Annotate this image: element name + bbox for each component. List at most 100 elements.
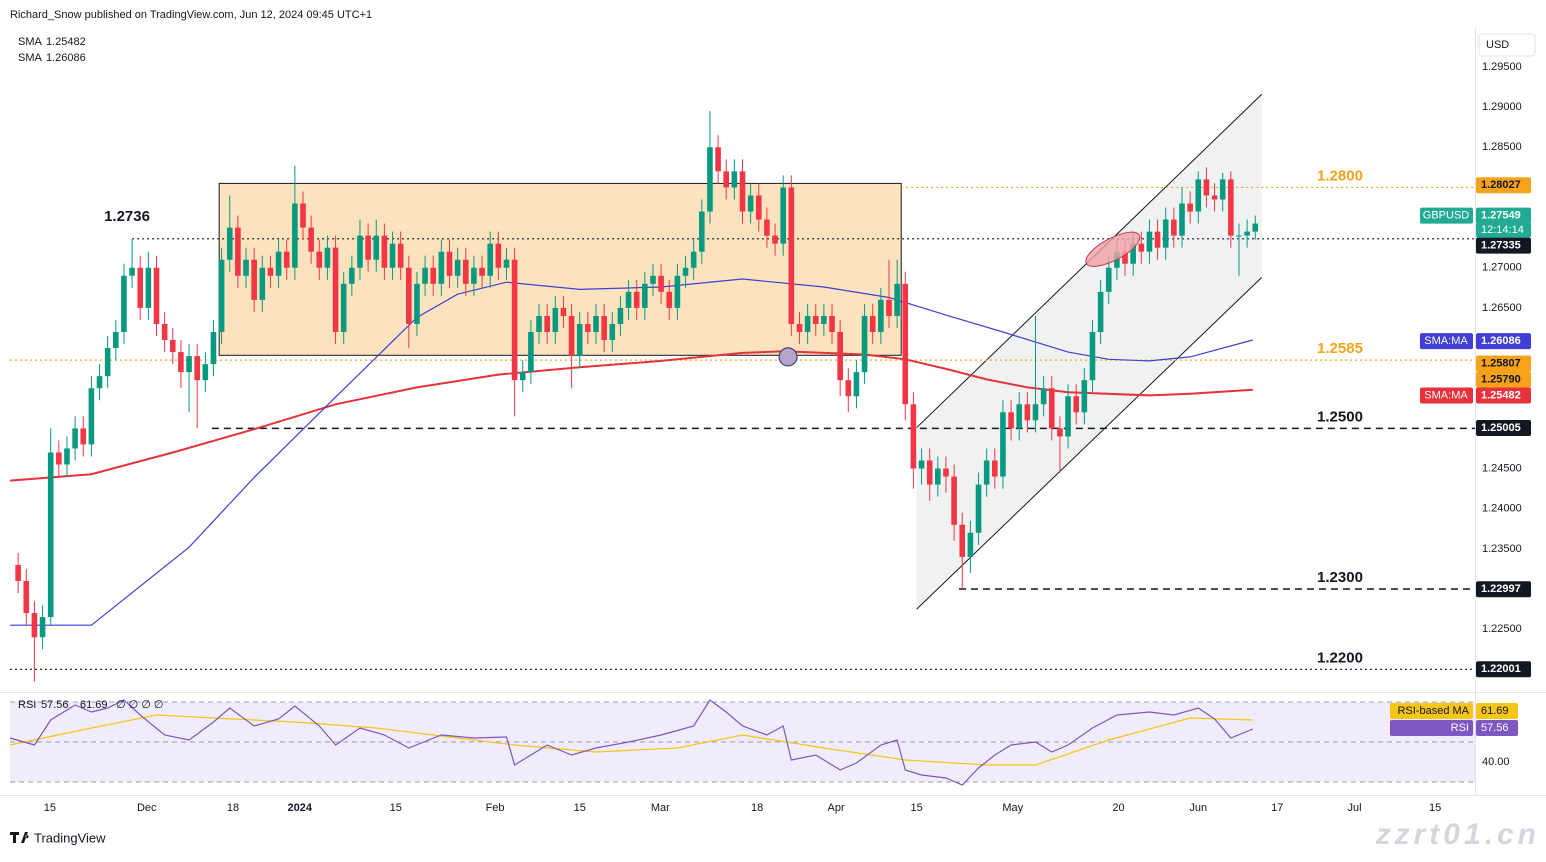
brand: TradingView (10, 830, 106, 845)
brand-logo (10, 832, 29, 843)
price-badge (1476, 333, 1531, 350)
candle-body (373, 235, 380, 260)
price-badge-text: 1.25807 (1481, 357, 1521, 369)
legend-name: SMA (18, 36, 43, 48)
candle-body (544, 315, 550, 332)
candle-body (218, 259, 225, 332)
candle-body (821, 315, 827, 324)
candle-body (332, 247, 339, 332)
rsi-badge (1476, 703, 1518, 719)
y-tick-label: 1.26500 (1482, 302, 1522, 314)
candle-body (1244, 231, 1250, 236)
candle-body (129, 267, 135, 276)
currency: USD (1486, 39, 1509, 51)
candle-body (1097, 291, 1104, 332)
candle-body (1122, 251, 1128, 264)
candle-body (243, 259, 249, 276)
candle-body (625, 291, 632, 308)
candle-body (609, 323, 616, 341)
rsi-line (9, 699, 1254, 786)
candle-body (1048, 388, 1055, 429)
y-tick-label: 1.29500 (1482, 61, 1522, 73)
candle-body (699, 211, 705, 252)
candle-body (31, 613, 38, 638)
candle-body (650, 275, 656, 284)
x-tick-label: Feb (486, 802, 505, 814)
candle-body (707, 147, 713, 212)
y-tick-label: 1.24500 (1482, 462, 1522, 474)
channel-lower (916, 277, 1263, 610)
candle-body (894, 283, 900, 316)
candle-body (113, 331, 119, 349)
candle-body (918, 460, 925, 469)
candle-body (739, 171, 746, 212)
candle-body (642, 283, 648, 308)
candle-body (682, 267, 689, 276)
axis-layer: USD 15 Dec 18 2024 15 Feb 15 Mar 18 Apr 15 May 20 Jun… (0, 28, 1546, 814)
price-badge-title (1420, 333, 1473, 350)
candle-body (487, 243, 493, 276)
publisher: Richard_Snow published on TradingView.co… (10, 9, 372, 21)
candle-body (747, 195, 754, 212)
x-tick-label: 15 (911, 802, 923, 814)
candle-body (967, 532, 974, 557)
candle-body (511, 259, 518, 381)
candle-body (1211, 195, 1218, 200)
candle-body (1032, 404, 1039, 421)
candle-body (1146, 231, 1153, 252)
price-badge (1476, 387, 1531, 404)
candle-body (593, 315, 599, 332)
candle-body (64, 448, 70, 465)
legend-value: 1.26086 (46, 52, 86, 64)
candle-body (1065, 396, 1071, 437)
level-label: 1.2300 (1317, 569, 1363, 586)
price-badge-text: 1.27335 (1481, 240, 1521, 252)
highlight-ellipse (1085, 231, 1141, 267)
candle-body (845, 380, 852, 397)
price-badge-title-text: GBPUSD (1423, 210, 1470, 222)
candle-body (226, 227, 233, 260)
price-badge-title (1420, 207, 1473, 224)
candle-body (153, 267, 160, 324)
candle-body (1057, 428, 1063, 437)
main-layer (9, 111, 1259, 786)
level-label: 1.2200 (1317, 649, 1363, 666)
price-badge-title-text: SMA:MA (1424, 335, 1468, 347)
candle-body (861, 315, 868, 373)
candle-body (349, 267, 355, 284)
candle-body (715, 147, 721, 172)
candle-body (235, 227, 241, 276)
candle-body (576, 323, 583, 357)
price-badge (1476, 177, 1531, 194)
price-badge-text: 1.28027 (1481, 179, 1521, 191)
candle-body (926, 460, 933, 485)
price-badge-text: 1.25482 (1481, 389, 1521, 401)
candle-body (633, 291, 640, 308)
x-tick-label: 2024 (288, 802, 313, 814)
candle-body (1187, 203, 1193, 212)
y-tick-label: 1.24000 (1482, 503, 1522, 515)
price-badge-text: 1.26086 (1481, 335, 1521, 347)
candle-body (780, 187, 786, 244)
candle-body (519, 372, 526, 381)
candle-body (731, 171, 738, 188)
x-tick-label: 15 (574, 802, 586, 814)
price-badge (1476, 207, 1531, 224)
candle-body (1016, 404, 1023, 429)
currency-box[interactable] (1478, 33, 1536, 57)
candle-body (837, 331, 843, 381)
candle-body (568, 315, 575, 357)
price-badge (1476, 355, 1531, 372)
y-tick-label: 1.29000 (1482, 101, 1522, 113)
candle-body (389, 243, 396, 268)
rsi-badge-title (1390, 703, 1473, 719)
level-label: 1.2585 (1317, 340, 1363, 357)
candle-body (772, 235, 778, 244)
candle-body (406, 267, 412, 324)
candle-body (1130, 243, 1136, 264)
candle-body (560, 307, 567, 316)
candle-body (1236, 235, 1242, 237)
candle-body (951, 476, 957, 525)
candle-body (723, 171, 730, 188)
candle-body (251, 259, 257, 300)
